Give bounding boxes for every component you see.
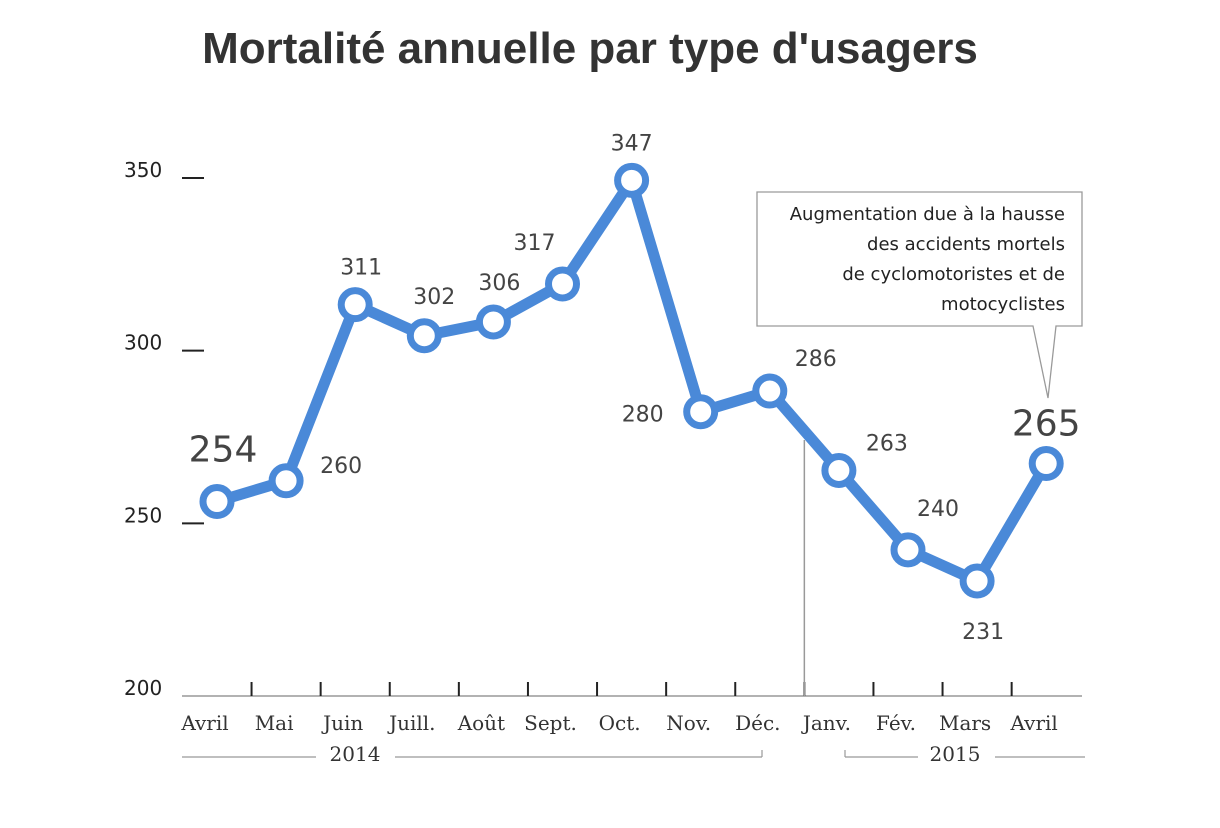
data-label: 231 <box>962 620 1004 645</box>
data-label: 286 <box>795 347 837 372</box>
data-point <box>545 266 580 302</box>
data-label: 263 <box>866 431 908 456</box>
annotation-text: de cyclomotoristes et de <box>842 264 1065 285</box>
data-label: 254 <box>189 430 258 471</box>
data-label: 302 <box>413 285 455 310</box>
annotation-text: Augmentation due à la hausse <box>790 204 1065 225</box>
x-tick-label: Nov. <box>666 711 711 735</box>
data-label: 347 <box>611 131 653 156</box>
data-point <box>337 287 373 323</box>
data-point <box>1028 446 1064 482</box>
year-label: 2014 <box>330 742 381 766</box>
data-point <box>752 373 788 409</box>
y-tick-label: 200 <box>124 676 162 700</box>
data-label: 260 <box>320 454 362 479</box>
data-point <box>821 452 857 488</box>
x-tick-label: Avril <box>180 711 228 735</box>
x-tick-label: Juill. <box>387 711 435 735</box>
x-tick-label: Déc. <box>735 711 780 735</box>
data-label: 280 <box>622 403 664 428</box>
y-tick-label: 250 <box>124 503 162 527</box>
x-tick-label: Oct. <box>599 711 641 735</box>
x-tick-label: Sept. <box>524 711 577 735</box>
data-point <box>475 304 511 340</box>
data-point <box>268 463 304 499</box>
year-label: 2015 <box>930 742 981 766</box>
x-tick-label: Août <box>457 711 505 735</box>
y-tick-label: 350 <box>124 158 162 182</box>
data-point <box>406 318 442 354</box>
x-tick-label: Fév. <box>876 711 916 735</box>
data-point <box>683 394 719 430</box>
data-point <box>959 563 995 599</box>
annotation-box <box>756 191 1083 399</box>
y-tick-label: 300 <box>124 331 162 355</box>
data-label: 306 <box>478 271 520 296</box>
x-tick-label: Janv. <box>801 711 851 735</box>
annotation-text: motocyclistes <box>941 294 1065 315</box>
chart-title: Mortalité annuelle par type d'usagers <box>202 24 978 73</box>
data-label: 240 <box>917 497 959 522</box>
data-label: 265 <box>1012 404 1081 445</box>
annotation-text: des accidents mortels <box>867 234 1065 255</box>
x-tick-label: Avril <box>1010 711 1058 735</box>
data-point <box>199 484 235 520</box>
x-tick-label: Mars <box>939 711 991 735</box>
data-label: 311 <box>340 256 382 281</box>
x-tick-label: Juin <box>321 711 363 735</box>
data-point <box>890 532 926 568</box>
x-tick-label: Mai <box>255 711 294 735</box>
data-label: 317 <box>514 231 556 256</box>
data-point <box>614 162 650 198</box>
